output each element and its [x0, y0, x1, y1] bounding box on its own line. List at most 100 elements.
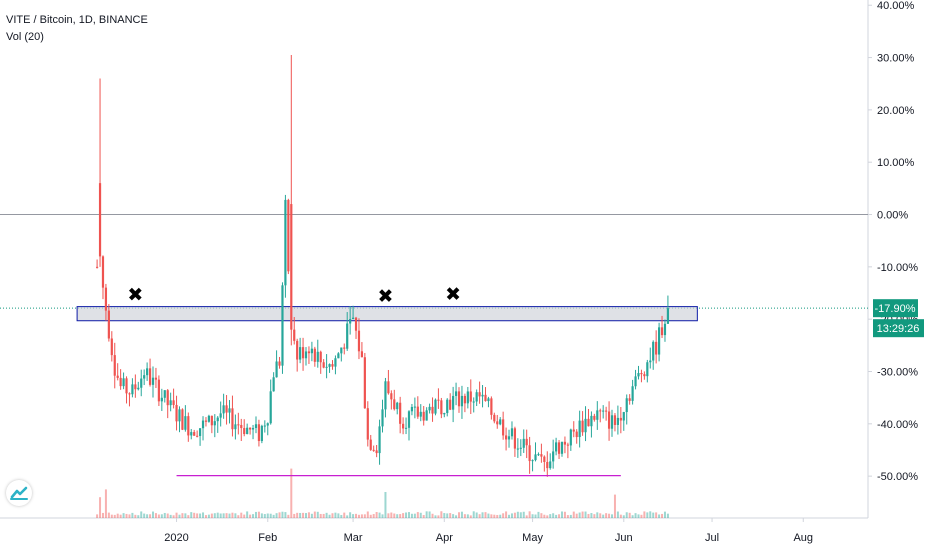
volume-bar	[202, 512, 205, 518]
volume-bar	[558, 514, 561, 518]
volume-bar	[269, 513, 272, 518]
current-price-label-bg	[873, 299, 918, 318]
volume-bar	[246, 511, 249, 518]
candle-body	[543, 456, 546, 462]
volume-bar	[187, 515, 190, 518]
candle-body	[490, 398, 493, 415]
candle-body	[172, 400, 175, 405]
candle-body	[234, 424, 237, 430]
volume-bar	[552, 513, 555, 518]
volume-bar	[334, 512, 337, 518]
volume-bars	[96, 468, 669, 518]
volume-bar	[393, 513, 396, 518]
x-tick-label: 2020	[164, 532, 188, 544]
candle-body	[616, 417, 619, 425]
candle-body	[440, 400, 443, 415]
volume-bar	[666, 513, 669, 518]
candle-body	[531, 460, 534, 462]
volume-bar	[596, 512, 599, 518]
volume-bar	[481, 512, 484, 518]
candle-body	[163, 390, 166, 398]
volume-bar	[575, 513, 578, 518]
volume-bar	[325, 512, 328, 518]
candle-body	[496, 421, 499, 425]
price-axis[interactable]: 40.00%30.00%20.00%10.00%0.00%-10.00%-20.…	[868, 0, 918, 483]
volume-bar	[469, 515, 472, 518]
y-tick-label: -30.00%	[877, 366, 918, 378]
candle-body	[575, 431, 578, 438]
candle-body	[193, 432, 196, 436]
candle-body	[351, 317, 355, 319]
volume-bar	[540, 513, 543, 518]
volume-bar	[563, 511, 566, 518]
volume-indicator-label[interactable]: Vol (20)	[6, 31, 44, 43]
candle-body	[322, 362, 325, 368]
candle-body	[260, 425, 263, 442]
candle-body	[622, 412, 625, 421]
volume-bar	[375, 512, 378, 518]
candle-body	[249, 427, 252, 430]
volume-bar	[319, 513, 322, 518]
volume-bar	[157, 514, 160, 518]
candle-body	[125, 378, 128, 394]
candle-body	[216, 417, 219, 422]
candle-body	[607, 411, 611, 429]
candle-body	[443, 413, 446, 415]
volume-bar	[252, 514, 255, 518]
candle-body	[393, 399, 396, 410]
current-price-label: -17.90%	[875, 303, 916, 315]
candle-body	[516, 448, 519, 450]
candle-body	[634, 376, 637, 387]
candle-body	[207, 415, 211, 422]
candle-body	[316, 351, 319, 362]
volume-bar	[240, 512, 243, 518]
volume-bar	[257, 511, 260, 518]
candle-body	[422, 411, 425, 421]
candle-body	[143, 375, 146, 379]
time-axis[interactable]: 2020 Feb Mar Apr May Jun Jul Aug	[164, 518, 813, 544]
y-tick-label: 10.00%	[877, 157, 915, 169]
candle-body	[301, 347, 305, 359]
volume-bar	[119, 514, 122, 518]
symbol-title[interactable]: VITE / Bitcoin, 1D, BINANCE	[6, 14, 148, 26]
candle-body	[425, 410, 428, 421]
volume-bar	[510, 513, 513, 518]
candle-body	[596, 410, 599, 420]
candle-body	[652, 341, 655, 361]
candle-body	[549, 461, 552, 469]
volume-bar	[578, 512, 581, 518]
volume-bar	[631, 515, 634, 518]
volume-bar	[193, 512, 196, 518]
candle-body	[187, 416, 190, 436]
candle-body	[269, 391, 272, 424]
candle-body	[525, 438, 528, 446]
volume-bar	[581, 511, 584, 518]
volume-bar	[437, 515, 440, 518]
candle-body	[613, 415, 617, 425]
candle-body	[178, 409, 181, 422]
candle-body	[101, 256, 105, 288]
candle-body	[113, 355, 116, 376]
volume-bar	[146, 514, 149, 518]
volume-bar	[104, 489, 107, 518]
volume-bar	[608, 513, 611, 518]
candle-body	[649, 360, 652, 363]
volume-bar	[352, 514, 355, 518]
volume-bar	[287, 514, 290, 518]
candle-body	[578, 420, 581, 438]
tradingview-logo[interactable]	[6, 480, 32, 506]
candle-body	[251, 427, 255, 430]
volume-bar	[549, 514, 552, 518]
volume-bar	[646, 512, 649, 518]
candle-body	[228, 408, 231, 413]
x-tick-label: Feb	[258, 532, 277, 544]
volume-bar	[213, 513, 216, 518]
countdown-label-bg	[873, 319, 924, 338]
candle-body	[296, 340, 299, 360]
volume-bar	[640, 514, 643, 518]
candle-body	[275, 361, 278, 378]
candle-body	[95, 266, 99, 268]
volume-bar	[190, 512, 193, 518]
volume-bar	[487, 513, 490, 518]
